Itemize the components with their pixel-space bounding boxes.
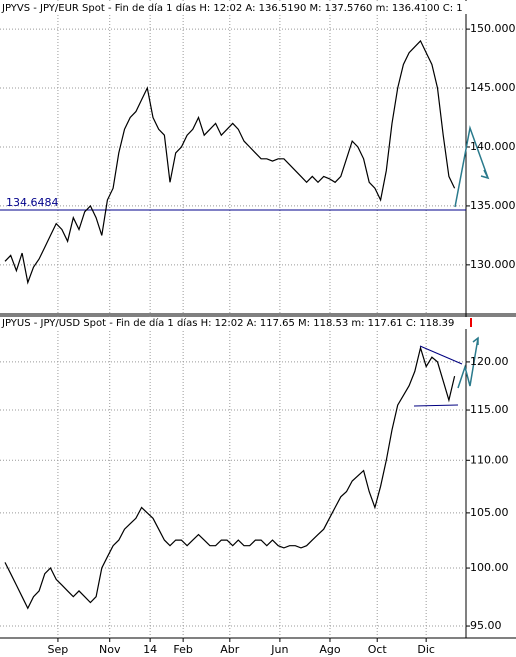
y-tick-label: 105.00 xyxy=(470,506,509,519)
y-tick-label: 150.000 xyxy=(470,22,516,35)
y-tick-label: 100.00 xyxy=(470,561,509,574)
y-tick-label: 120.00 xyxy=(470,355,509,368)
plot-layer: 134.6484 xyxy=(0,0,470,638)
x-tick-label: Sep xyxy=(48,643,69,656)
top-header: JPYVS - JPY/EUR Spot - Fin de día 1 días… xyxy=(1,2,463,14)
y-tick-label: 130.000 xyxy=(470,258,516,271)
y-tick-label: 110.00 xyxy=(470,453,509,466)
level-label: 134.6484 xyxy=(6,196,59,209)
y-tick-label: 145.000 xyxy=(470,81,516,94)
bottom-header: JPYUS - JPY/USD Spot - Fin de día 1 días… xyxy=(1,317,454,329)
trend-line xyxy=(413,404,459,407)
x-tick-label: Jun xyxy=(270,643,288,656)
x-tick-label: Oct xyxy=(368,643,388,656)
status-mark xyxy=(470,318,472,327)
x-tick-label: 14 xyxy=(143,643,157,656)
trend-line xyxy=(419,345,463,365)
price-line xyxy=(4,39,456,285)
x-tick-label: Feb xyxy=(173,643,192,656)
projection-arrow xyxy=(457,337,479,389)
y-tick-label: 115.00 xyxy=(470,403,509,416)
arrow-head xyxy=(472,336,479,345)
y-tick-label: 140.000 xyxy=(470,140,516,153)
price-line xyxy=(4,345,456,610)
header-box xyxy=(0,1,474,14)
projection-arrow xyxy=(454,125,489,208)
y-tick-label: 95.00 xyxy=(470,619,502,632)
x-tick-label: Dic xyxy=(417,643,435,656)
x-tick-label: Ago xyxy=(319,643,341,656)
x-tick-label: Abr xyxy=(220,643,240,656)
arrow-head xyxy=(480,169,490,180)
y-tick-label: 135.000 xyxy=(470,199,516,212)
x-tick-label: Nov xyxy=(99,643,121,656)
header-box xyxy=(0,317,474,329)
